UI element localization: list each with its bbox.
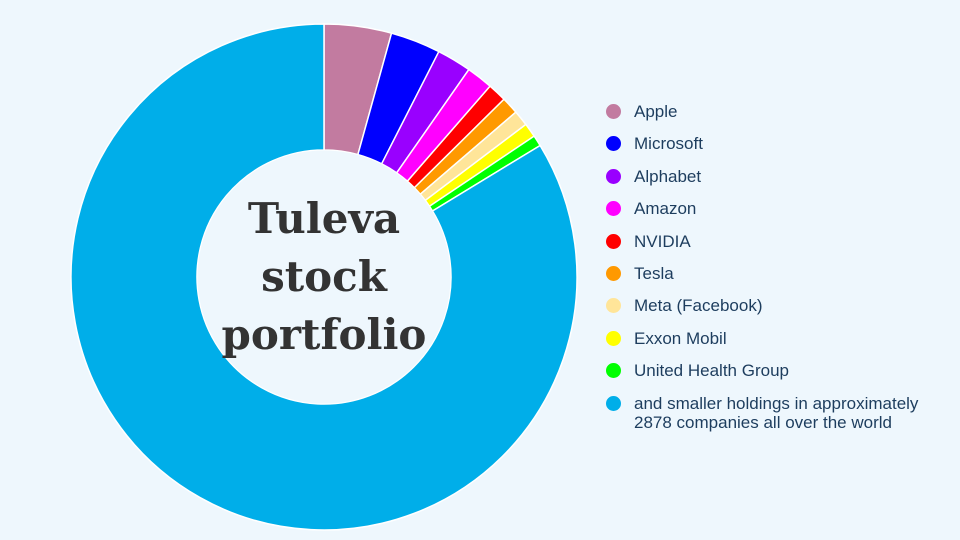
legend-marker: [606, 104, 621, 119]
legend-item: Tesla: [606, 264, 956, 283]
legend-label: Amazon: [634, 199, 697, 219]
legend-marker: [606, 168, 621, 184]
legend-label: Microsoft: [634, 134, 703, 154]
legend-marker: [606, 395, 621, 411]
legend-item: and smaller holdings in approximately 28…: [606, 394, 956, 432]
legend-label: Exxon Mobil: [634, 328, 727, 348]
legend-item: Alphabet: [606, 167, 956, 186]
legend-item: Meta (Facebook): [606, 296, 956, 315]
legend: Apple Microsoft Alphabet Amazon NVIDIA Tesla M…: [606, 102, 956, 445]
legend-label: NVIDIA: [634, 231, 691, 251]
legend-item: Exxon Mobil: [606, 329, 956, 348]
legend-label: and smaller holdings in approximately 28…: [634, 393, 919, 432]
legend-label: Meta (Facebook): [634, 296, 763, 316]
legend-item: Microsoft: [606, 134, 956, 153]
legend-label: United Health Group: [634, 361, 789, 381]
chart: [70, 23, 578, 531]
donut-slice: [70, 23, 578, 531]
legend-label: Alphabet: [634, 166, 702, 186]
legend-label: Tesla: [634, 263, 674, 283]
legend-marker: [606, 298, 621, 314]
legend-marker: [606, 201, 621, 217]
legend-label: Apple: [634, 102, 678, 121]
legend-item: United Health Group: [606, 361, 956, 380]
legend-item: Apple: [606, 102, 956, 121]
legend-item: Amazon: [606, 199, 956, 218]
legend-marker: [606, 363, 621, 379]
legend-marker: [606, 265, 621, 281]
legend-marker: [606, 136, 621, 152]
chart-title: Tuleva stock portfolio: [221, 194, 427, 359]
legend-marker: [606, 233, 621, 249]
legend-marker: [606, 330, 621, 346]
legend-item: NVIDIA: [606, 232, 956, 251]
donut-hole: [197, 150, 451, 404]
